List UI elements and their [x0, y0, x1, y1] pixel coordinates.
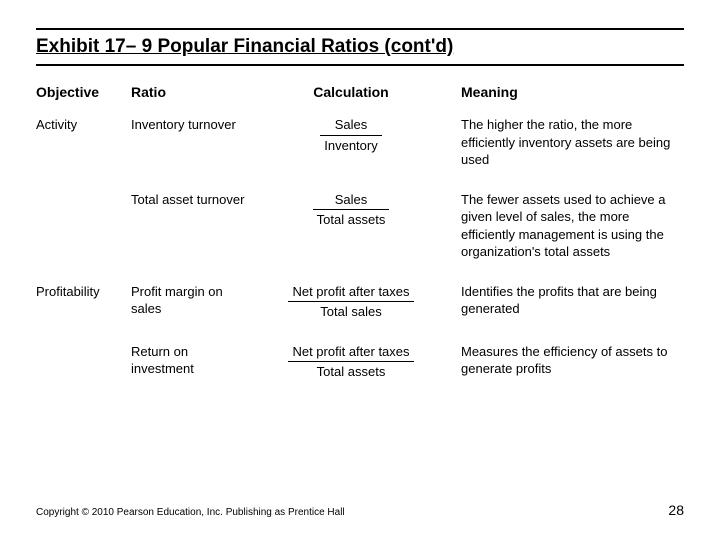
fraction-denominator: Total assets	[288, 362, 413, 381]
cell-objective: Profitability	[36, 283, 131, 321]
fraction-numerator: Sales	[313, 191, 390, 211]
page-number: 28	[668, 502, 684, 518]
cell-objective: Activity	[36, 116, 131, 169]
footer: Copyright © 2010 Pearson Education, Inc.…	[36, 502, 684, 518]
fraction: Net profit after taxes Total sales	[288, 283, 413, 321]
fraction-numerator: Net profit after taxes	[288, 343, 413, 363]
cell-meaning: Measures the efficiency of assets to gen…	[451, 343, 684, 381]
header-calculation: Calculation	[251, 84, 451, 100]
cell-meaning: The fewer assets used to achieve a given…	[451, 191, 684, 261]
fraction-denominator: Total assets	[313, 210, 390, 229]
fraction-numerator: Sales	[320, 116, 381, 136]
fraction: Sales Total assets	[313, 191, 390, 229]
cell-objective	[36, 343, 131, 381]
cell-calculation: Sales Inventory	[251, 116, 451, 169]
column-headers: Objective Ratio Calculation Meaning	[36, 84, 684, 100]
cell-meaning: The higher the ratio, the more efficient…	[451, 116, 684, 169]
bottom-rule	[36, 64, 684, 66]
fraction: Net profit after taxes Total assets	[288, 343, 413, 381]
cell-calculation: Sales Total assets	[251, 191, 451, 261]
fraction-denominator: Total sales	[288, 302, 413, 321]
cell-calculation: Net profit after taxes Total sales	[251, 283, 451, 321]
cell-ratio: Inventory turnover	[131, 116, 251, 169]
header-meaning: Meaning	[451, 84, 684, 100]
fraction: Sales Inventory	[320, 116, 381, 154]
header-ratio: Ratio	[131, 84, 251, 100]
table-row: Profitability Profit margin on sales Net…	[36, 283, 684, 321]
fraction-numerator: Net profit after taxes	[288, 283, 413, 303]
top-rule	[36, 28, 684, 30]
cell-ratio: Return on investment	[131, 343, 251, 381]
copyright-text: Copyright © 2010 Pearson Education, Inc.…	[36, 507, 345, 518]
header-objective: Objective	[36, 84, 131, 100]
exhibit-title: Exhibit 17– 9 Popular Financial Ratios (…	[36, 36, 684, 62]
cell-calculation: Net profit after taxes Total assets	[251, 343, 451, 381]
cell-meaning: Identifies the profits that are being ge…	[451, 283, 684, 321]
cell-ratio: Total asset turnover	[131, 191, 251, 261]
table-row: Total asset turnover Sales Total assets …	[36, 191, 684, 261]
fraction-denominator: Inventory	[320, 136, 381, 155]
cell-objective	[36, 191, 131, 261]
table-row: Return on investment Net profit after ta…	[36, 343, 684, 381]
cell-ratio: Profit margin on sales	[131, 283, 251, 321]
table-row: Activity Inventory turnover Sales Invent…	[36, 116, 684, 169]
